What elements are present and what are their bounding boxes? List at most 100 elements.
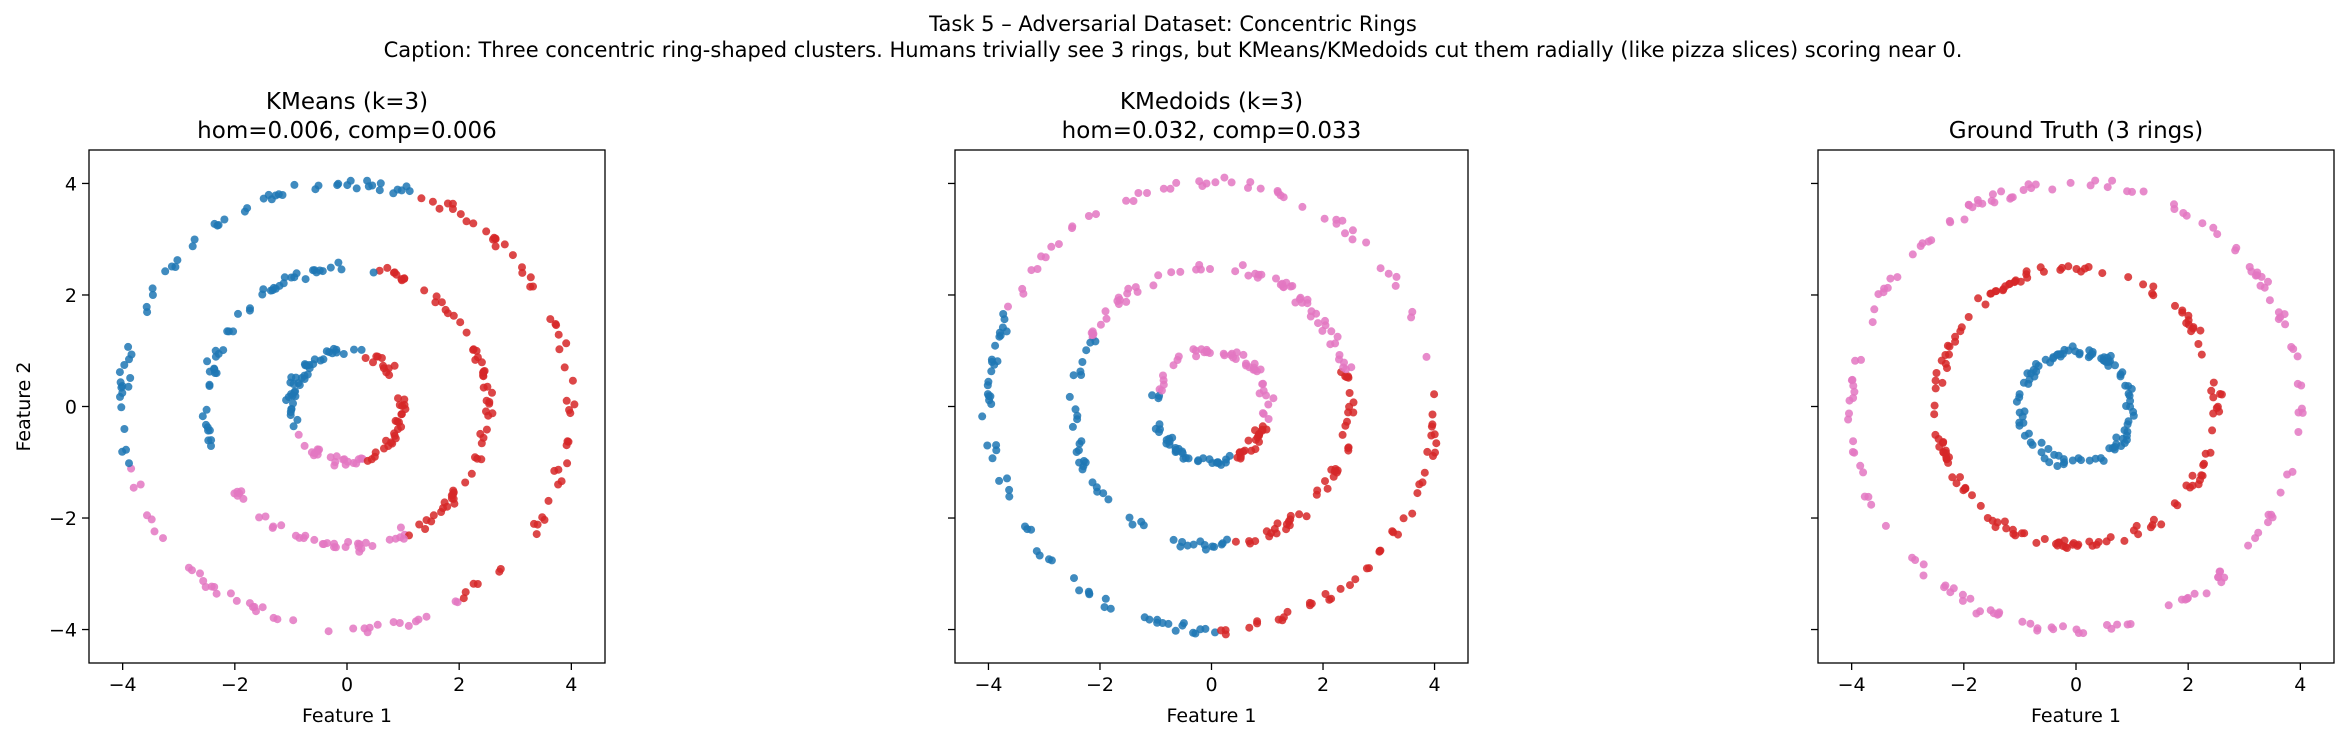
- data-point-ring3: [2164, 601, 2173, 610]
- data-point-ring3: [2126, 620, 2135, 628]
- data-point-ring1: [2015, 418, 2024, 427]
- data-point-ring1: [289, 422, 298, 431]
- data-point-ring3: [1893, 273, 1902, 282]
- data-point-ring3: [996, 331, 1005, 340]
- data-point-ring3: [2198, 219, 2207, 228]
- data-point-ring2: [431, 298, 440, 307]
- data-point-ring1: [2129, 411, 2138, 420]
- data-point-ring1: [2068, 456, 2077, 465]
- data-point-ring2: [1069, 371, 1078, 380]
- data-point-ring2: [1339, 363, 1348, 372]
- data-point-ring2: [2052, 539, 2060, 548]
- data-point-ring3: [1245, 623, 1254, 632]
- data-point-ring3: [1958, 596, 1967, 605]
- data-point-ring3: [116, 392, 124, 401]
- data-point-ring3: [1988, 190, 1997, 199]
- data-point-ring3: [364, 182, 373, 191]
- data-point-ring3: [1924, 237, 1933, 246]
- data-point-ring3: [1886, 274, 1895, 283]
- data-point-ring3: [1418, 478, 1427, 487]
- data-point-ring3: [1845, 409, 1853, 418]
- data-point-ring2: [1178, 538, 1187, 546]
- data-point-ring3: [978, 412, 987, 421]
- data-point-ring1: [2088, 348, 2097, 356]
- data-point-ring2: [1931, 376, 1940, 385]
- data-point-ring3: [1159, 184, 1168, 193]
- data-point-ring2: [310, 535, 319, 544]
- data-point-ring3: [495, 567, 504, 576]
- data-point-ring3: [136, 480, 145, 489]
- data-point-ring3: [2170, 205, 2179, 213]
- data-point-ring3: [2024, 180, 2033, 189]
- data-point-ring3: [546, 315, 555, 324]
- data-point-ring3: [2274, 308, 2283, 317]
- data-point-ring1: [1159, 376, 1168, 385]
- data-point-ring2: [1999, 285, 2008, 294]
- data-point-ring2: [292, 269, 301, 278]
- data-point-ring3: [1958, 590, 1967, 599]
- data-point-ring1: [1179, 454, 1188, 463]
- data-point-ring2: [2196, 326, 2205, 335]
- data-point-ring2: [1333, 332, 1342, 341]
- y-tick-label: 2: [65, 285, 77, 307]
- data-point-ring2: [1102, 314, 1111, 323]
- data-point-ring2: [1282, 520, 1291, 529]
- data-point-ring2: [1302, 512, 1311, 521]
- data-point-ring2: [1125, 513, 1134, 522]
- data-point-ring3: [518, 263, 526, 272]
- data-point-ring3: [2066, 178, 2075, 187]
- data-point-ring3: [2213, 230, 2222, 239]
- x-tick-label: −4: [974, 674, 1002, 696]
- data-point-ring2: [223, 327, 232, 336]
- data-point-ring3: [143, 511, 151, 520]
- data-point-ring2: [1349, 408, 1358, 417]
- data-point-ring2: [1244, 271, 1253, 280]
- data-point-ring2: [1122, 297, 1131, 306]
- x-tick-label: −4: [109, 674, 137, 696]
- data-point-ring3: [1274, 615, 1283, 624]
- data-point-ring2: [2040, 535, 2049, 543]
- data-point-ring3: [124, 342, 133, 351]
- data-point-ring2: [1930, 401, 1939, 410]
- data-point-ring2: [1956, 327, 1965, 336]
- data-point-ring3: [201, 583, 210, 591]
- data-point-ring2: [1223, 535, 1231, 544]
- data-point-ring1: [361, 354, 370, 362]
- data-point-ring3: [435, 204, 444, 213]
- data-point-ring3: [1336, 584, 1345, 593]
- data-point-ring3: [1106, 604, 1115, 613]
- data-point-ring2: [1983, 514, 1992, 522]
- figure-caption: Caption: Three concentric ring-shaped cl…: [383, 38, 1963, 62]
- data-point-ring2: [1321, 477, 1329, 486]
- data-point-ring2: [461, 478, 470, 487]
- data-point-ring1: [1178, 447, 1187, 456]
- data-point-ring2: [1104, 495, 1113, 504]
- data-point-ring2: [1201, 545, 1210, 554]
- data-point-ring2: [1313, 486, 1322, 495]
- data-point-ring1: [1169, 361, 1178, 370]
- data-point-ring2: [1974, 294, 1983, 303]
- data-point-ring1: [309, 451, 318, 460]
- data-point-ring1: [401, 405, 410, 414]
- data-point-ring3: [2287, 343, 2296, 351]
- data-point-ring1: [2096, 454, 2105, 463]
- data-point-ring1: [1249, 365, 1258, 374]
- data-point-ring1: [1220, 351, 1229, 360]
- data-point-ring2: [397, 275, 406, 284]
- data-point-ring3: [993, 357, 1002, 366]
- data-point-ring1: [293, 415, 302, 424]
- data-point-ring2: [1941, 359, 1950, 368]
- data-point-ring2: [467, 469, 476, 478]
- data-point-ring2: [301, 275, 310, 284]
- data-point-ring2: [2146, 523, 2155, 532]
- data-point-ring2: [421, 525, 430, 533]
- data-point-ring1: [1235, 448, 1244, 457]
- data-point-ring2: [1273, 519, 1282, 528]
- data-point-ring2: [2058, 263, 2066, 272]
- y-tick-label: 0: [65, 397, 77, 419]
- data-point-ring1: [2120, 439, 2129, 447]
- data-point-ring3: [1000, 315, 1009, 324]
- data-point-ring3: [555, 345, 564, 354]
- data-point-ring3: [554, 465, 563, 474]
- data-point-ring2: [368, 542, 377, 550]
